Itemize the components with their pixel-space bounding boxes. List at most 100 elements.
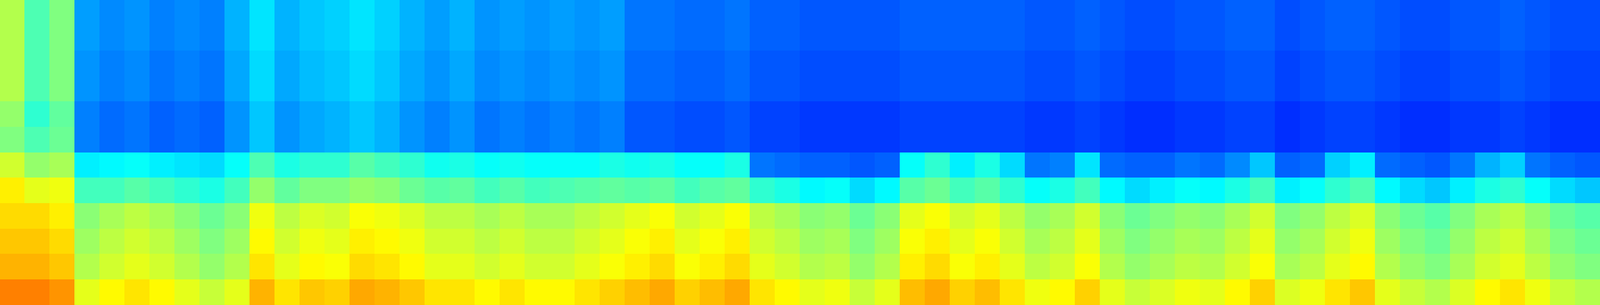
cell [399, 203, 426, 229]
cell [549, 0, 576, 26]
cell [74, 279, 101, 305]
cell [699, 152, 726, 179]
cell [424, 279, 451, 305]
cell [824, 25, 851, 52]
cell [624, 50, 651, 77]
cell [349, 279, 376, 305]
cell [974, 203, 1001, 229]
cell [924, 101, 951, 128]
cell [1124, 177, 1151, 204]
cell [1024, 253, 1051, 280]
cell [1074, 50, 1101, 77]
cell [1049, 203, 1076, 229]
cell [1174, 279, 1201, 305]
cell [1274, 228, 1301, 255]
cell [374, 203, 401, 229]
cell [1574, 203, 1600, 229]
cell [1324, 101, 1351, 128]
cell [549, 279, 576, 305]
cell [899, 101, 926, 128]
cell [274, 0, 301, 26]
cell [374, 101, 401, 128]
cell [1224, 76, 1251, 102]
cell [349, 101, 376, 128]
cell [249, 253, 276, 280]
cell [324, 152, 351, 179]
cell [424, 76, 451, 102]
cell [774, 177, 801, 204]
cell [174, 0, 201, 26]
cell [1199, 101, 1226, 128]
cell [1524, 177, 1551, 204]
cell [1274, 253, 1301, 280]
cell [174, 76, 201, 102]
cell [899, 152, 926, 179]
cell [1074, 101, 1101, 128]
cell [199, 152, 226, 179]
cell [949, 25, 976, 52]
cell [274, 101, 301, 128]
cell [274, 177, 301, 204]
cell [949, 101, 976, 128]
cell [1174, 101, 1201, 128]
cell [1099, 279, 1126, 305]
cell [1499, 253, 1526, 280]
cell [1049, 126, 1076, 153]
cell [1249, 126, 1276, 153]
cell [324, 228, 351, 255]
cell [724, 76, 751, 102]
cell [1349, 203, 1376, 229]
cell [774, 253, 801, 280]
cell [24, 0, 51, 26]
cell [399, 228, 426, 255]
cell [949, 126, 976, 153]
cell [1249, 253, 1276, 280]
cell [1199, 279, 1226, 305]
cell [999, 50, 1026, 77]
cell [699, 228, 726, 255]
cell [524, 126, 551, 153]
cell [1449, 177, 1476, 204]
cell [224, 177, 251, 204]
cell [1399, 177, 1426, 204]
cell [974, 0, 1001, 26]
cell [699, 203, 726, 229]
cell [224, 279, 251, 305]
cell [824, 152, 851, 179]
cell [649, 228, 676, 255]
cell [949, 0, 976, 26]
cell [1249, 101, 1276, 128]
cell [424, 228, 451, 255]
cell [1099, 152, 1126, 179]
cell [974, 50, 1001, 77]
cell [1224, 50, 1251, 77]
cell [1149, 50, 1176, 77]
cell [0, 152, 26, 179]
cell [149, 0, 176, 26]
cell [899, 228, 926, 255]
cell [1174, 177, 1201, 204]
cell [1399, 152, 1426, 179]
cell [499, 0, 526, 26]
cell [499, 253, 526, 280]
cell [224, 76, 251, 102]
cell [224, 126, 251, 153]
cell [1024, 101, 1051, 128]
cell [374, 25, 401, 52]
cell [1549, 25, 1576, 52]
cell [1474, 203, 1501, 229]
cell [1224, 279, 1251, 305]
cell [1549, 126, 1576, 153]
cell [1474, 50, 1501, 77]
cell [49, 152, 76, 179]
cell [374, 50, 401, 77]
cell [1374, 177, 1401, 204]
cell [899, 25, 926, 52]
cell [549, 25, 576, 52]
cell [774, 203, 801, 229]
cell [1424, 152, 1451, 179]
cell [399, 152, 426, 179]
cell [574, 203, 601, 229]
cell [1249, 279, 1276, 305]
cell [1249, 203, 1276, 229]
